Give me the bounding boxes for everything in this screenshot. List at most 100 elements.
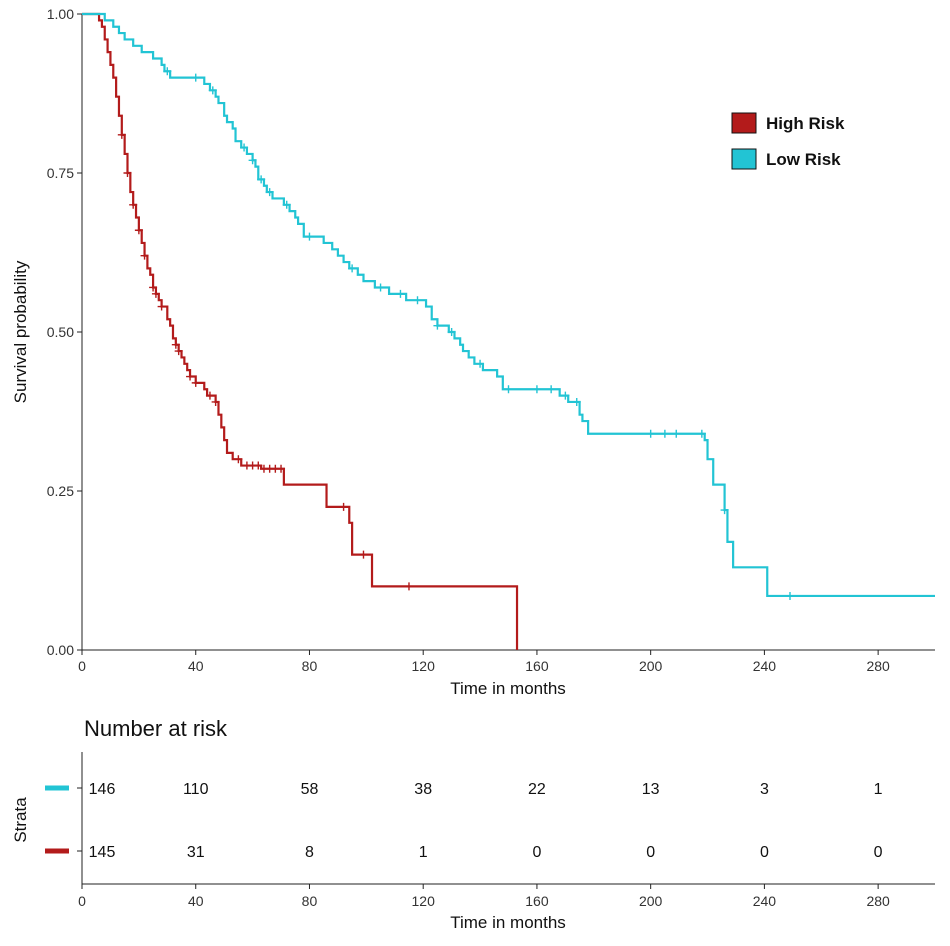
survival-plot: 0.00 0.25 0.50 0.75 1.00 0 40 80 120 160 200 240 28… xyxy=(11,6,935,698)
low-risk-censor-mark xyxy=(257,175,266,184)
low-risk-risk-count: 3 xyxy=(760,781,769,798)
high-risk-risk-count: 31 xyxy=(187,844,205,861)
y-axis-title: Survival probability xyxy=(11,260,30,403)
low-risk-censor-mark xyxy=(396,289,405,298)
low-risk-censor-mark xyxy=(697,429,706,438)
low-risk-censor-mark xyxy=(720,506,729,515)
high-risk-censor-mark xyxy=(140,251,149,260)
low-risk-censor-mark xyxy=(433,321,442,330)
risk-x-tick-label: 280 xyxy=(866,893,890,909)
low-risk-censor-mark xyxy=(282,200,291,209)
low-risk-risk-count: 146 xyxy=(89,781,116,798)
low-risk-censor-mark xyxy=(208,86,217,95)
low-risk-censor-mark xyxy=(532,385,541,394)
risk-x-tick-label: 240 xyxy=(753,893,777,909)
risk-x-tick-label: 200 xyxy=(639,893,663,909)
low-risk-risk-count: 1 xyxy=(874,781,883,798)
low-risk-censor-mark xyxy=(672,429,681,438)
risk-x-tick-label: 40 xyxy=(188,893,204,909)
high-risk-risk-count: 0 xyxy=(532,844,541,861)
low-risk-censor-mark xyxy=(413,296,422,305)
high-risk-censor-mark xyxy=(157,302,166,311)
low-risk-risk-count: 110 xyxy=(183,781,209,798)
survival-curves xyxy=(82,12,935,650)
high-risk-risk-count: 0 xyxy=(760,844,769,861)
legend-swatch xyxy=(731,112,757,134)
low-risk-censor-mark xyxy=(376,283,385,292)
high-risk-censor-mark xyxy=(205,391,214,400)
x-tick-label: 80 xyxy=(302,658,318,674)
high-risk-censor-mark xyxy=(151,289,160,298)
low-risk-censor-mark xyxy=(785,591,794,600)
low-risk-censor-mark xyxy=(265,188,274,197)
high-risk-censor-mark xyxy=(359,550,368,559)
low-risk-risk-count: 38 xyxy=(414,781,432,798)
low-risk-censor-mark xyxy=(572,397,581,406)
high-risk-censor-mark xyxy=(134,226,143,235)
low-risk-curve xyxy=(82,12,935,598)
legend-label: Low Risk xyxy=(766,150,841,169)
x-tick-label: 240 xyxy=(753,658,777,674)
high-risk-risk-count: 1 xyxy=(419,844,428,861)
high-risk-censor-mark xyxy=(123,169,132,177)
risk-strata-markers xyxy=(45,785,82,854)
risk-x-axis-title: Time in months xyxy=(450,913,566,932)
low-risk-censor-mark xyxy=(348,264,357,273)
risk-x-tick-label: 160 xyxy=(525,893,549,909)
risk-strata-label: Strata xyxy=(11,797,30,843)
low-risk-risk-count: 58 xyxy=(301,781,319,798)
legend-label: High Risk xyxy=(766,114,845,133)
x-tick-label: 280 xyxy=(866,658,890,674)
high-risk-censor-mark xyxy=(277,464,286,473)
low-risk-censor-mark xyxy=(191,73,200,82)
low-risk-risk-count: 13 xyxy=(642,781,660,798)
low-risk-censor-mark xyxy=(163,67,172,76)
risk-table: Number at risk Strata 146 110 58 38 22 13 3 114… xyxy=(11,716,935,932)
high-risk-censor-mark xyxy=(149,283,158,292)
high-risk-censor-mark xyxy=(171,340,180,349)
high-risk-censor-mark xyxy=(404,582,413,591)
y-tick-label: 0.50 xyxy=(47,324,74,340)
x-tick-label: 120 xyxy=(412,658,436,674)
x-tick-label: 200 xyxy=(639,658,663,674)
risk-x-ticks: 0 40 80 120 160 200 240 280 xyxy=(78,884,890,909)
high-risk-censor-mark xyxy=(186,372,195,381)
legend: High Risk Low Risk xyxy=(731,112,845,170)
high-risk-risk-count: 0 xyxy=(874,844,883,861)
y-tick-label: 1.00 xyxy=(47,6,74,22)
high-risk-curve xyxy=(82,12,519,650)
low-risk-censor-mark xyxy=(660,429,669,438)
high-risk-risk-count: 0 xyxy=(646,844,655,861)
risk-table-title: Number at risk xyxy=(84,716,228,741)
low-risk-censor-mark xyxy=(248,156,257,165)
x-tick-label: 40 xyxy=(188,658,204,674)
y-tick-label: 0.25 xyxy=(47,483,74,499)
low-risk-risk-count: 22 xyxy=(528,781,546,798)
y-ticks: 0.00 0.25 0.50 0.75 1.00 xyxy=(47,6,82,658)
x-axis-title: Time in months xyxy=(450,679,566,698)
low-risk-censor-mark xyxy=(547,385,556,394)
high-risk-risk-count: 8 xyxy=(305,844,314,861)
x-ticks: 0 40 80 120 160 200 240 280 xyxy=(78,650,890,674)
y-tick-label: 0.00 xyxy=(47,642,74,658)
low-risk-censor-mark xyxy=(561,391,570,400)
risk-x-tick-label: 120 xyxy=(412,893,436,909)
high-risk-censor-mark xyxy=(211,397,220,406)
high-risk-censor-mark xyxy=(174,347,183,356)
x-tick-label: 160 xyxy=(525,658,549,674)
legend-swatch xyxy=(731,148,757,170)
high-risk-censor-mark xyxy=(117,130,126,139)
high-risk-censor-mark xyxy=(191,378,200,387)
low-risk-censor-mark xyxy=(476,359,485,368)
low-risk-censor-mark xyxy=(447,328,456,336)
high-risk-censor-mark xyxy=(129,200,138,209)
high-risk-censor-mark xyxy=(234,455,243,464)
high-risk-censor-mark xyxy=(254,461,263,470)
risk-x-tick-label: 0 xyxy=(78,893,86,909)
low-risk-censor-mark xyxy=(240,143,249,152)
low-risk-censor-mark xyxy=(305,232,314,241)
low-risk-censor-mark xyxy=(504,385,513,394)
low-risk-censor-mark xyxy=(646,429,655,438)
